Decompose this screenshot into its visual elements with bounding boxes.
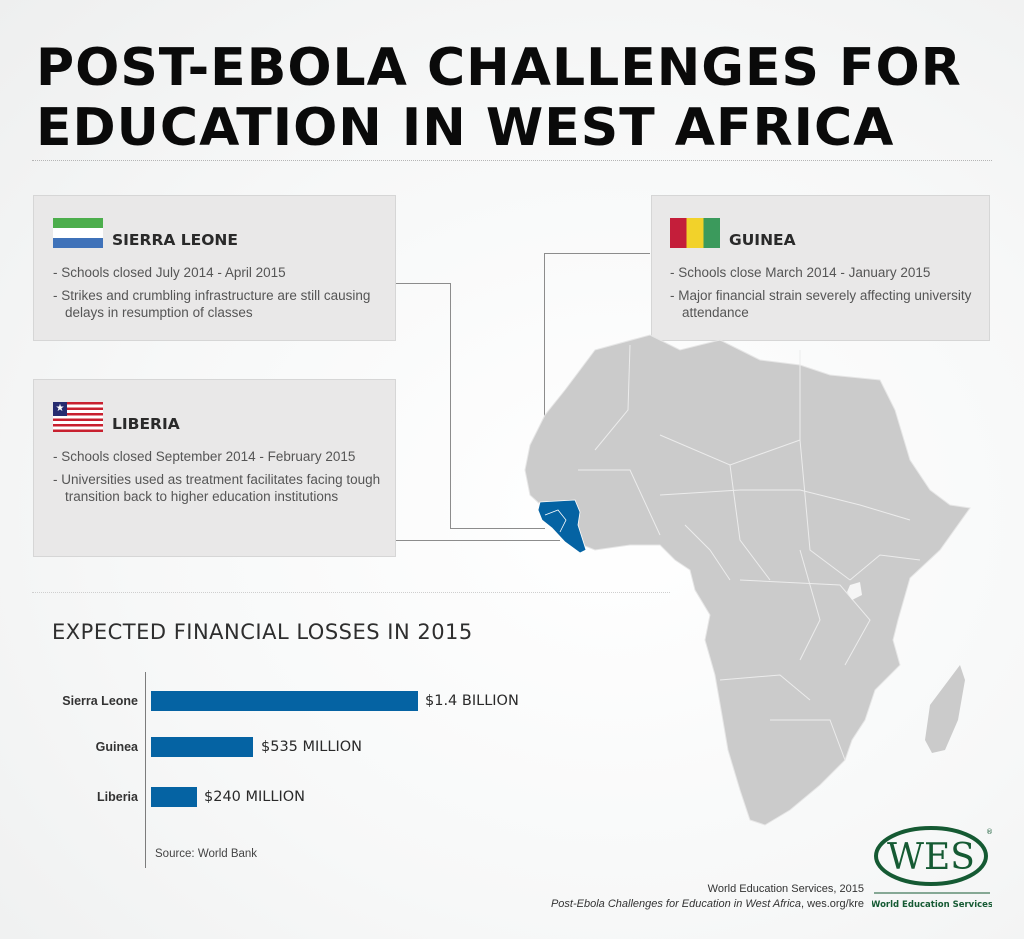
bullet: Schools closed July 2014 - April 2015	[53, 264, 393, 281]
sierra-leone-flag-icon	[53, 218, 103, 248]
chart-axis	[145, 672, 146, 868]
country-name: LIBERIA	[112, 415, 180, 433]
chart-source: Source: World Bank	[155, 848, 258, 860]
connector-guinea	[544, 253, 650, 254]
guinea-flag-icon	[670, 218, 720, 248]
bar-row-guinea: Guinea $535 MILLION	[0, 737, 600, 757]
connector-liberia	[396, 540, 560, 541]
credit-line-2: Post-Ebola Challenges for Education in W…	[551, 897, 864, 912]
chart-title: EXPECTED FINANCIAL LOSSES IN 2015	[52, 620, 473, 644]
section-divider	[32, 592, 670, 593]
bullet: Schools closed September 2014 - February…	[53, 448, 383, 465]
bar-value: $535 MILLION	[261, 739, 362, 755]
guinea-card: GUINEA Schools close March 2014 - Januar…	[651, 195, 990, 341]
star-icon: ★	[53, 402, 67, 416]
credit: World Education Services, 2015 Post-Ebol…	[551, 882, 864, 912]
sierra-leone-card: SIERRA LEONE Schools closed July 2014 - …	[33, 195, 396, 341]
bar-value: $240 MILLION	[204, 789, 305, 805]
title-line-2: EDUCATION IN WEST AFRICA	[36, 98, 895, 158]
bar-guinea	[151, 737, 253, 757]
wes-logo-icon: WES ® World Education Services	[872, 826, 992, 910]
bullet: Schools close March 2014 - January 2015	[670, 264, 985, 281]
bullet: Strikes and crumbling infrastructure are…	[53, 287, 393, 321]
bar-liberia	[151, 787, 197, 807]
bar-row-sierra-leone: Sierra Leone $1.4 BILLION	[0, 691, 600, 711]
lake-victoria	[847, 582, 862, 600]
africa-map	[524, 334, 971, 826]
country-name: SIERRA LEONE	[112, 231, 238, 249]
bar-label: Sierra Leone	[62, 694, 138, 708]
credit-title: Post-Ebola Challenges for Education in W…	[550, 898, 802, 910]
bar-value: $1.4 BILLION	[425, 693, 519, 709]
country-name: GUINEA	[729, 231, 796, 249]
madagascar	[925, 665, 965, 753]
registered-mark: ®	[986, 828, 992, 836]
page-title: POST-EBOLA CHALLENGES FOR EDUCATION IN W…	[36, 38, 962, 158]
liberia-card: ★ LIBERIA Schools closed September 2014 …	[33, 379, 396, 557]
liberia-flag-icon: ★	[53, 402, 103, 432]
title-divider	[32, 160, 992, 161]
title-line-1: POST-EBOLA CHALLENGES FOR	[36, 38, 962, 98]
country-borders	[578, 344, 921, 761]
connector-sierra-leone	[396, 283, 450, 284]
connector-sierra-leone	[450, 283, 451, 528]
credit-line-1: World Education Services, 2015	[707, 883, 864, 895]
logo-text: WES	[887, 837, 975, 878]
bar-sierra-leone	[151, 691, 418, 711]
connector-sierra-leone	[450, 528, 545, 529]
logo-subtitle: World Education Services	[872, 900, 992, 910]
bar-label: Liberia	[97, 790, 138, 804]
bullet: Major financial strain severely affectin…	[670, 287, 985, 321]
connector-guinea	[544, 253, 545, 505]
credit-url: , wes.org/kre	[801, 898, 864, 910]
bar-label: Guinea	[95, 740, 138, 754]
bullet: Universities used as treatment facilitat…	[53, 471, 383, 505]
bar-row-liberia: Liberia $240 MILLION	[0, 787, 600, 807]
